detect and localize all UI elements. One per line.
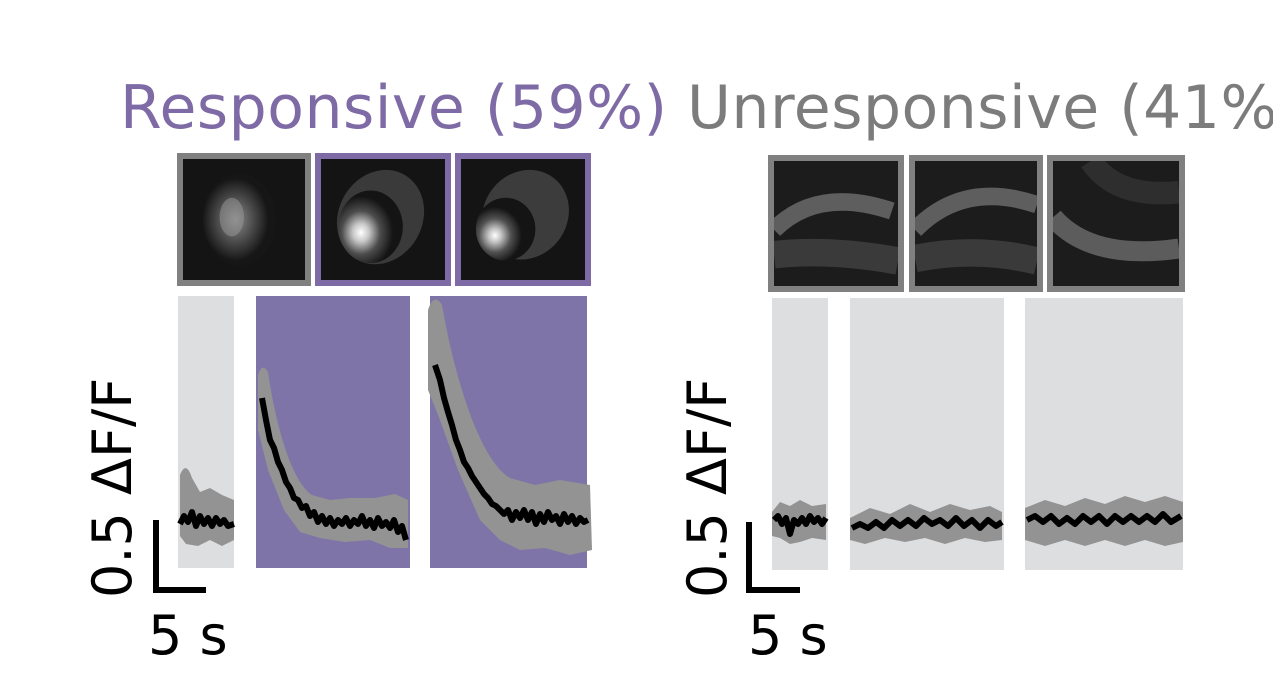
trace-mean-line bbox=[259, 397, 409, 541]
trace-mean-line bbox=[771, 513, 829, 537]
unresponsive-group-title: Unresponsive (41%) bbox=[687, 73, 1273, 143]
trace-mean-line bbox=[432, 364, 590, 527]
scale-bar-y-label: 0.5 ΔF/F bbox=[81, 377, 144, 598]
trace-mean-line bbox=[850, 515, 1004, 531]
responsive-cell-thumbnail bbox=[455, 153, 591, 286]
trace-error-band bbox=[428, 299, 592, 555]
trace-mean-line bbox=[1025, 511, 1183, 527]
unresponsive-tissue-thumbnail bbox=[909, 155, 1043, 292]
scale-bar bbox=[746, 522, 800, 593]
unresponsive-tissue-thumbnail bbox=[1047, 155, 1185, 292]
trace-mean-line bbox=[177, 509, 235, 529]
scale-bar-y-label: 0.5 ΔF/F bbox=[676, 377, 739, 598]
scale-bar bbox=[153, 520, 206, 593]
scale-bar-x-label: 5 s bbox=[748, 604, 828, 667]
responsive-group-title: Responsive (59%) bbox=[120, 73, 668, 143]
trace-error-band bbox=[258, 367, 408, 548]
unresponsive-tissue-thumbnail bbox=[768, 155, 904, 292]
responsive-cell-thumbnail bbox=[315, 153, 451, 286]
scale-bar-x-label: 5 s bbox=[148, 604, 228, 667]
trace-error-band bbox=[850, 504, 1002, 544]
responsive-cell-thumbnail bbox=[177, 153, 311, 286]
